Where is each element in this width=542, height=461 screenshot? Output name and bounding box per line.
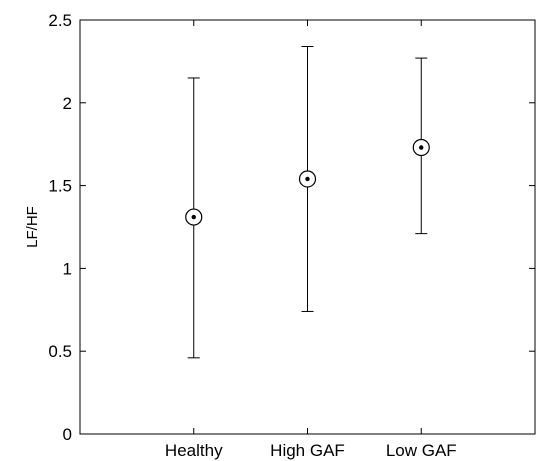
y-tick-label: 0 bbox=[63, 425, 72, 444]
y-tick-label: 1 bbox=[63, 259, 72, 278]
y-tick-label: 2.5 bbox=[48, 11, 72, 30]
y-axis-label: LF/HF bbox=[24, 206, 41, 248]
x-tick-label: Low GAF bbox=[386, 441, 457, 460]
mean-marker-dot bbox=[419, 145, 424, 150]
mean-marker-dot bbox=[305, 176, 310, 182]
x-axis: Healthy High GAF Low GAF bbox=[165, 20, 457, 460]
y-tick-label: 1.5 bbox=[48, 177, 72, 196]
y-tick-label: 0.5 bbox=[48, 342, 72, 361]
mean-marker-dot bbox=[191, 214, 196, 220]
data-series bbox=[185, 45, 430, 359]
x-tick-label: Healthy bbox=[165, 441, 223, 460]
y-axis: 0 0.5 1 1.5 2 2.5 bbox=[48, 11, 535, 444]
x-tick-label: High GAF bbox=[270, 441, 345, 460]
y-tick-label: 2 bbox=[63, 94, 72, 113]
